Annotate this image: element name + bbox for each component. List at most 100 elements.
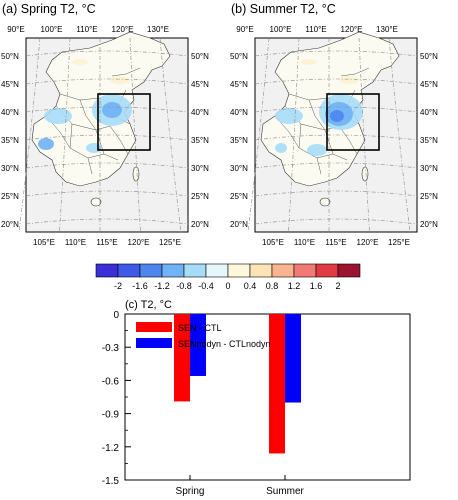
spring-right-lat-label: 40°N [191,108,209,117]
bar-1-1 [285,314,301,403]
summer-anomaly-patch-2 [330,110,344,122]
spring-parallel-3 [25,134,189,141]
spring-right-lat-label: 50°N [191,52,209,61]
colorbar-label: 2 [335,281,340,291]
colorbar-label: 0.8 [266,281,279,291]
colorbar-swatch [205,263,229,278]
colorbar-swatch [293,263,317,278]
spring-left-lat-label: 25°N [1,192,19,201]
summer-left-lat-label: 45°N [230,80,248,89]
spring-anomaly-patch-1 [102,102,122,118]
colorbar-label: 0 [225,281,230,291]
spring-top-lon-label: 130°E [147,25,169,34]
spring-bottom-lon-label: 125°E [159,238,181,247]
summer-right-lat-label: 20°N [420,220,438,229]
spring-left-lat-label: 30°N [1,164,19,173]
colorbar-label: -1.6 [132,281,148,291]
spring-right-lat-label: 35°N [191,136,209,145]
spring-anomaly-patch-4 [86,143,102,153]
spring-left-lat-label: 40°N [1,108,19,117]
summer-taiwan [361,166,369,182]
summer-left-lat-label: 40°N [230,108,248,117]
spring-parallel-1 [25,78,189,85]
summer-right-lat-label: 45°N [420,80,438,89]
colorbar-label: 1.2 [288,281,301,291]
legend-swatch [136,322,172,332]
y-tick-label: -1.2 [102,443,120,454]
summer-parallel-6 [254,218,418,225]
legend-swatch [136,338,172,348]
spring-hainan [90,197,102,207]
spring-right-lat-label: 25°N [191,192,209,201]
summer-anomaly-patch-4 [275,143,287,153]
summer-left-lat-label: 20°N [230,220,248,229]
spring-province-border-7 [87,157,93,175]
spring-meridian-1 [59,37,71,233]
colorbar-label: -2 [114,281,122,291]
summer-province-border-10 [340,67,370,77]
colorbar-swatch [95,263,119,278]
summer-province-border-4 [308,99,326,131]
panel-b-title: (b) Summer T2, °C [231,2,336,16]
summer-top-lon-label: 90°E [236,25,253,34]
spring-right-lat-label: 30°N [191,164,209,173]
x-tick-label: Spring [176,486,205,497]
colorbar-label: 1.6 [310,281,323,291]
summer-right-lat-label: 25°N [420,192,438,201]
colorbar-swatch [337,263,361,278]
colorbar-label: 0.4 [244,281,257,291]
spring-parallel-2 [25,106,189,113]
colorbar-swatch [249,263,273,278]
bar-1-0 [190,314,206,376]
y-tick-label: -1.5 [102,476,120,487]
spring-left-lat-label: 35°N [1,136,19,145]
spring-right-lat-label: 20°N [191,220,209,229]
y-tick-label: -0.3 [102,343,120,354]
spring-analysis-box [97,93,151,151]
spring-meridian-0 [18,37,41,233]
colorbar-swatch [117,263,141,278]
spring-bottom-lon-label: 110°E [65,238,86,247]
spring-province-border-10 [111,67,141,77]
summer-right-lat-label: 35°N [420,136,438,145]
spring-parallel-6 [25,218,189,225]
spring-anomaly-patch-3 [38,138,54,150]
spring-province-border-4 [79,99,97,131]
spring-left-lat-label: 50°N [1,52,19,61]
summer-bottom-lon-label: 110°E [294,238,315,247]
colorbar-swatch [271,263,295,278]
spring-map-panel: 90°E 100°E 110°E 120°E 130°E 105°E 110°E 115°E 1… [1,25,209,247]
colorbar: -2 -1.6 -1.2 -0.8 -0.4 0 0.4 0.8 1.2 1.6 2 [95,263,361,291]
summer-parallel-1 [254,78,418,85]
colorbar-label: -0.4 [198,281,214,291]
summer-meridian-4 [388,37,411,233]
summer-right-lat-label: 40°N [420,108,438,117]
summer-left-lat-label: 25°N [230,192,248,201]
summer-bottom-lon-label: 115°E [325,238,346,247]
spring-top-lon-label: 120°E [112,25,134,34]
spring-left-lat-label: 20°N [1,220,19,229]
summer-anomaly-patch-5 [307,144,327,156]
spring-right-lat-label: 45°N [191,80,209,89]
summer-meridian-1 [288,37,300,233]
panel-a-title: (a) Spring T2, °C [2,2,96,16]
summer-meridian-0 [247,37,270,233]
spring-parallel-5 [25,190,189,197]
summer-parallel-5 [254,190,418,197]
spring-anomaly-patch-2 [44,108,72,124]
summer-meridian-3 [358,37,370,233]
summer-left-lat-label: 35°N [230,136,248,145]
spring-bottom-lon-label: 120°E [128,238,150,247]
y-tick-label: -0.9 [102,410,120,421]
summer-hainan [319,197,331,207]
summer-right-lat-label: 30°N [420,164,438,173]
bar-chart: 0 -0.3 -0.6 -0.9 -1.2 -1.5 Spring Summer SEN - C… [102,310,411,497]
legend-label: SENnodyn - CTLnodyn [178,339,271,349]
colorbar-swatch [315,263,339,278]
summer-left-lat-label: 50°N [230,52,248,61]
bar-chart-title: (c) T2, °C [125,299,172,311]
summer-right-lat-label: 50°N [420,52,438,61]
y-tick-label: 0 [113,310,119,321]
spring-top-lon-label: 100°E [41,25,63,34]
summer-parallel-3 [254,134,418,141]
